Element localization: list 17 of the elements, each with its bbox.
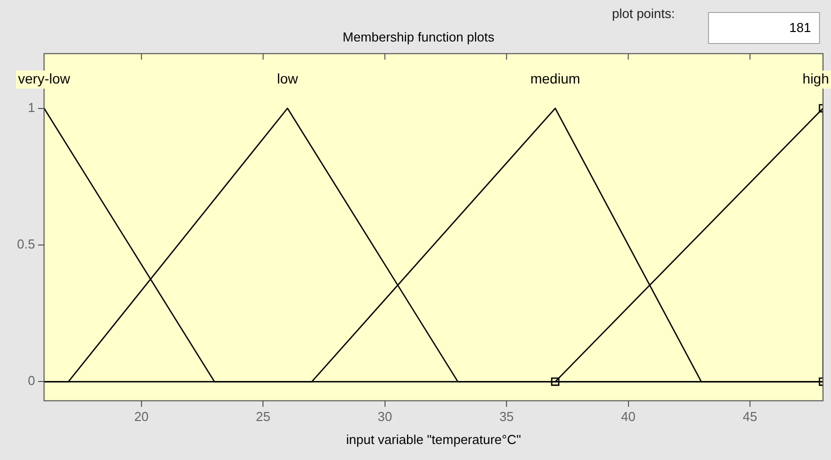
y-tick-label: 1 <box>28 100 36 115</box>
text: medium <box>530 70 580 86</box>
x-tick-label: 40 <box>621 409 636 424</box>
text-field: 181 <box>708 12 820 44</box>
x-tick-label: 30 <box>378 409 392 424</box>
x-tick-label: 25 <box>256 409 270 424</box>
x-tick-label: 45 <box>742 409 758 424</box>
y-tick-label: 0.5 <box>16 236 36 252</box>
chart-title: Membership function plots <box>342 29 495 44</box>
series-label: low <box>276 70 299 86</box>
text: plot points: <box>612 6 675 21</box>
x-tick-label: 35 <box>499 409 514 424</box>
y-tick-label: 0 <box>28 373 36 388</box>
series-label: high <box>802 70 829 86</box>
x-tick-label: 20 <box>134 409 149 424</box>
x-axis-title: input variable "temperature°C" <box>346 432 522 447</box>
text: very-low <box>18 70 72 86</box>
